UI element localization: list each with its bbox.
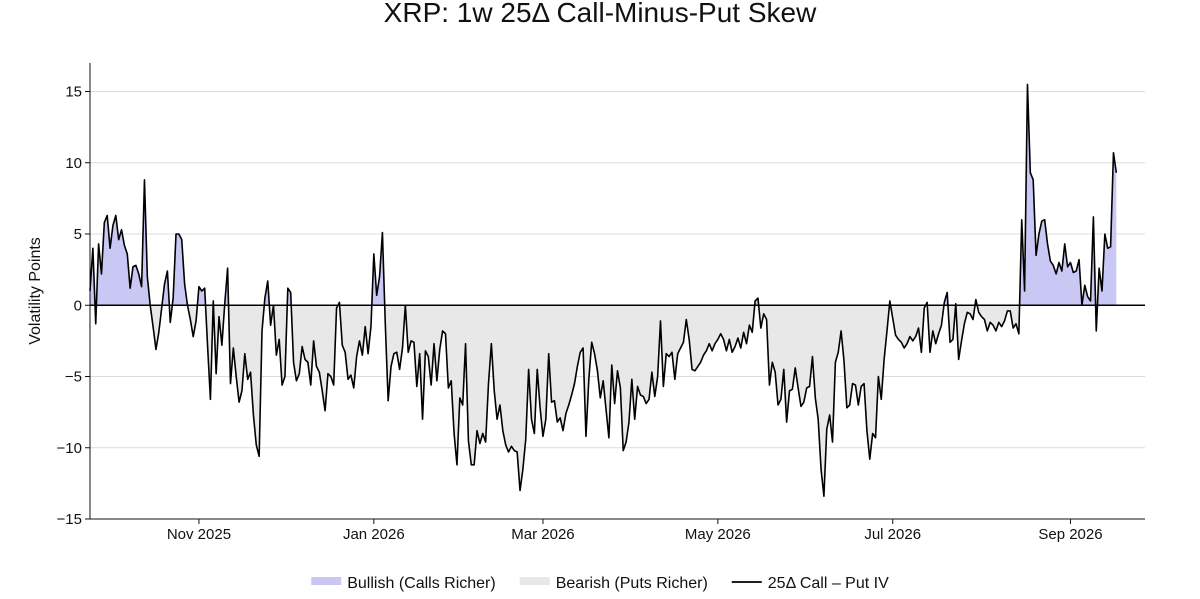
y-axis-label: Volatility Points bbox=[27, 237, 44, 345]
x-tick-labels: Nov 2025 Jan 2026 Mar 2026 May 2026 Jul 2026… bbox=[167, 526, 1103, 543]
y-tick-label: 15 bbox=[65, 84, 82, 101]
y-tick-label: 10 bbox=[65, 155, 82, 172]
legend-label: 25Δ Call – Put IV bbox=[768, 575, 889, 592]
x-tick-label: Mar 2026 bbox=[511, 526, 574, 543]
series-line-call-put-iv bbox=[89, 83, 1118, 497]
axes bbox=[85, 63, 1145, 524]
x-tick-label: Jan 2026 bbox=[343, 526, 405, 543]
y-tick-label: −5 bbox=[65, 369, 82, 386]
legend: Bullish (Calls Richer) Bearish (Puts Rich… bbox=[311, 575, 889, 592]
bearish-area bbox=[90, 305, 1117, 497]
legend-swatch bbox=[311, 577, 342, 585]
x-tick-label: May 2026 bbox=[685, 526, 751, 543]
x-tick-label: Nov 2025 bbox=[167, 526, 231, 543]
y-tick-label: −10 bbox=[57, 440, 82, 457]
y-tick-labels: 15 10 5 0 −5 −10 −15 bbox=[57, 84, 82, 529]
x-tick-label: Sep 2026 bbox=[1038, 526, 1102, 543]
y-tick-label: 5 bbox=[74, 226, 82, 243]
x-tick-label: Jul 2026 bbox=[864, 526, 921, 543]
area-fills bbox=[90, 84, 1117, 497]
legend-label: Bullish (Calls Richer) bbox=[347, 575, 495, 592]
chart-title: XRP: 1w 25Δ Call-Minus-Put Skew bbox=[384, 0, 817, 28]
bullish-area bbox=[90, 84, 1117, 306]
series-lines bbox=[89, 83, 1145, 497]
legend-swatch bbox=[519, 577, 550, 585]
y-tick-label: −15 bbox=[57, 511, 82, 528]
y-tick-label: 0 bbox=[74, 297, 82, 314]
legend-label: Bearish (Puts Richer) bbox=[556, 575, 708, 592]
